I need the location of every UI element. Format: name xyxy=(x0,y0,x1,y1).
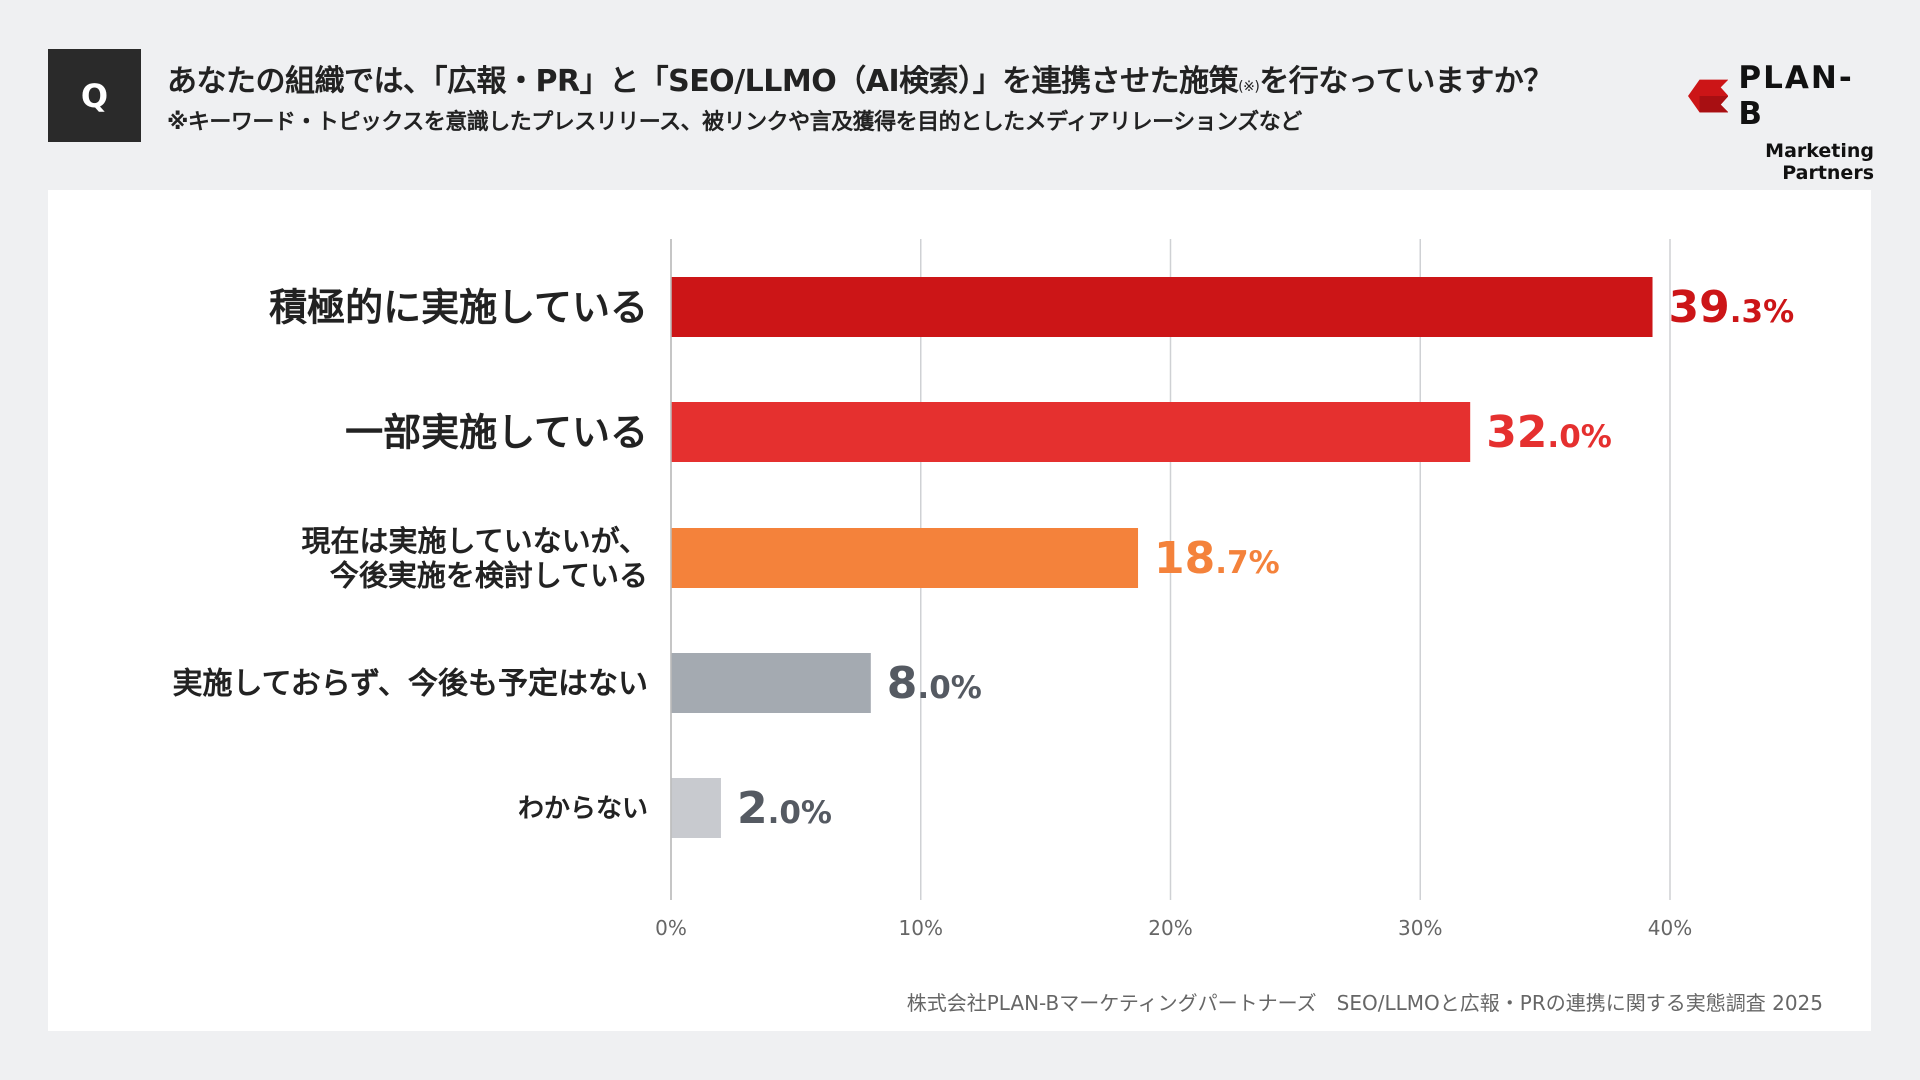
bar xyxy=(671,402,1471,462)
value-label: 8.0% xyxy=(887,658,982,709)
bar-chart: 0% 10% 20% 30% 40% 積極的に実施している 39.3% 一部実施している 32.… xyxy=(173,239,1795,940)
question-badge: Q xyxy=(48,49,141,142)
question-title: あなたの組織では、「広報・PR」と「SEO/LLMO（AI検索）」を連携させた施… xyxy=(167,56,1553,100)
value-label: 32.0% xyxy=(1486,407,1612,458)
chart-panel: 0% 10% 20% 30% 40% 積極的に実施している 39.3% 一部実施している 32.… xyxy=(48,190,1871,1031)
tick-label: 30% xyxy=(1398,916,1442,940)
bar xyxy=(671,528,1139,588)
tick-label: 40% xyxy=(1648,916,1692,940)
title-note: (※) xyxy=(1238,79,1260,95)
value-label: 2.0% xyxy=(737,783,832,834)
tick-label: 20% xyxy=(1148,916,1192,940)
logo-name: PLAN-B xyxy=(1738,60,1854,132)
category-label: 積極的に実施している xyxy=(269,285,648,329)
source-footer: 株式会社PLAN-Bマーケティングパートナーズ SEO/LLMOと広報・PRの連… xyxy=(906,991,1823,1015)
question-subtitle: ※キーワード・トピックスを意識したプレスリリース、被リンクや言及獲得を目的とした… xyxy=(167,110,1302,135)
logo-tagline: Marketing Partners xyxy=(1765,140,1874,184)
category-label: 実施しておらず、今後も予定はない xyxy=(173,667,649,702)
logo-mark-icon xyxy=(1688,79,1729,113)
value-label: 39.3% xyxy=(1669,282,1795,333)
category-label: 現在は実施していないが、 xyxy=(301,524,648,558)
plan-b-logo: PLAN-B Marketing Partners xyxy=(1688,60,1874,184)
title-end: を行なっていますか？ xyxy=(1259,64,1553,99)
tick-label: 0% xyxy=(655,916,687,940)
bar xyxy=(671,778,721,838)
bar xyxy=(671,653,871,713)
title-text: あなたの組織では、「広報・PR」と「SEO/LLMO（AI検索）」を連携させた施… xyxy=(167,64,1239,99)
category-label: 一部実施している xyxy=(345,410,648,454)
category-label: 今後実施を検討している xyxy=(330,559,648,593)
bar xyxy=(671,277,1653,337)
tick-label: 10% xyxy=(899,916,943,940)
category-label: わからない xyxy=(518,794,648,824)
value-label: 18.7% xyxy=(1154,533,1280,584)
